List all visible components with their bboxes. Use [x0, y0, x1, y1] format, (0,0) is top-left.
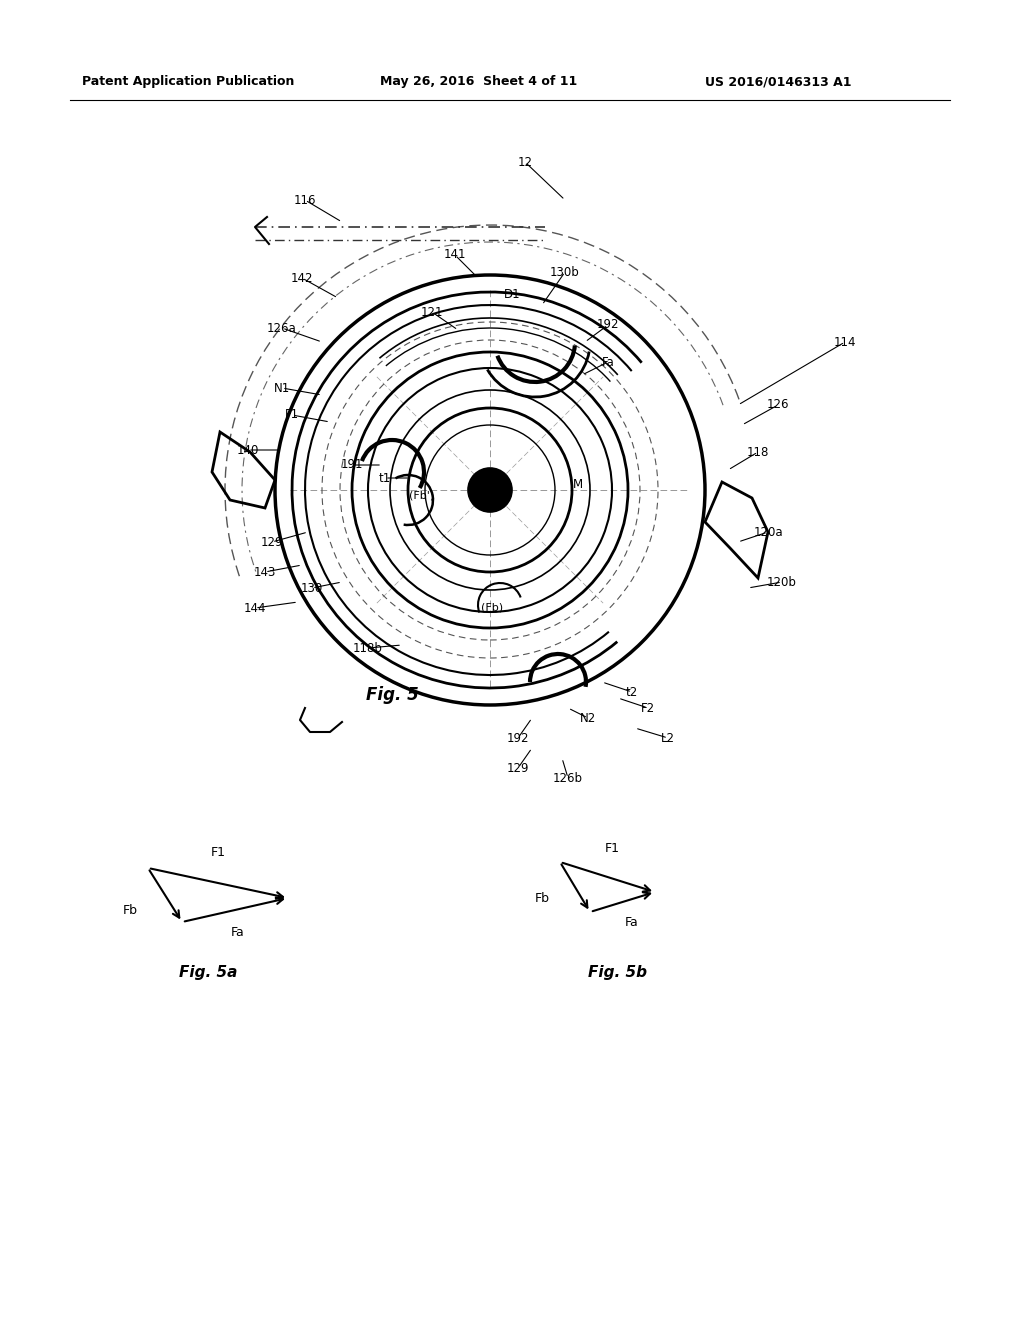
Text: 130b: 130b — [550, 265, 580, 279]
Text: 144: 144 — [244, 602, 266, 615]
Text: 114: 114 — [834, 335, 856, 348]
Text: (Fb): (Fb) — [481, 603, 503, 612]
Text: 140: 140 — [237, 444, 259, 457]
Text: M: M — [573, 479, 583, 491]
Text: 126b: 126b — [553, 771, 583, 784]
Text: 192: 192 — [507, 731, 529, 744]
Circle shape — [480, 480, 500, 500]
Text: 126a: 126a — [267, 322, 297, 334]
Text: t2: t2 — [626, 685, 638, 698]
Text: Fa: Fa — [602, 355, 614, 368]
Text: 130: 130 — [301, 582, 324, 594]
Text: 118b: 118b — [353, 642, 383, 655]
Text: 129: 129 — [261, 536, 284, 549]
Circle shape — [468, 469, 512, 512]
Text: 12: 12 — [517, 156, 532, 169]
Text: N2: N2 — [580, 711, 596, 725]
Text: F1: F1 — [604, 842, 620, 854]
Text: 141: 141 — [443, 248, 466, 261]
Text: Fig. 5a: Fig. 5a — [179, 965, 238, 979]
Text: Fa: Fa — [231, 925, 245, 939]
Text: Fb: Fb — [535, 891, 550, 904]
Text: May 26, 2016  Sheet 4 of 11: May 26, 2016 Sheet 4 of 11 — [380, 75, 578, 88]
Text: F1: F1 — [285, 408, 299, 421]
Text: 192: 192 — [597, 318, 620, 331]
Text: 121: 121 — [421, 305, 443, 318]
Text: F2: F2 — [641, 701, 655, 714]
Text: N1: N1 — [273, 381, 290, 395]
Text: 118: 118 — [746, 446, 769, 458]
Text: 120a: 120a — [754, 525, 782, 539]
Text: Fig. 5b: Fig. 5b — [589, 965, 647, 979]
Text: Fig. 5: Fig. 5 — [366, 686, 419, 704]
Text: F1: F1 — [211, 846, 225, 858]
Text: 126: 126 — [767, 399, 790, 412]
Text: t1: t1 — [379, 471, 391, 484]
Text: 116: 116 — [294, 194, 316, 206]
Text: Patent Application Publication: Patent Application Publication — [82, 75, 294, 88]
Text: D1: D1 — [504, 289, 520, 301]
Text: 142: 142 — [291, 272, 313, 285]
Text: 191: 191 — [341, 458, 364, 471]
Text: 143: 143 — [254, 565, 276, 578]
Text: US 2016/0146313 A1: US 2016/0146313 A1 — [705, 75, 852, 88]
Text: 120b: 120b — [767, 576, 797, 589]
Text: Fb: Fb — [123, 903, 137, 916]
Text: Fa: Fa — [625, 916, 639, 928]
Text: (Fb'): (Fb') — [410, 490, 434, 500]
Text: 129: 129 — [507, 762, 529, 775]
Text: L2: L2 — [662, 731, 675, 744]
